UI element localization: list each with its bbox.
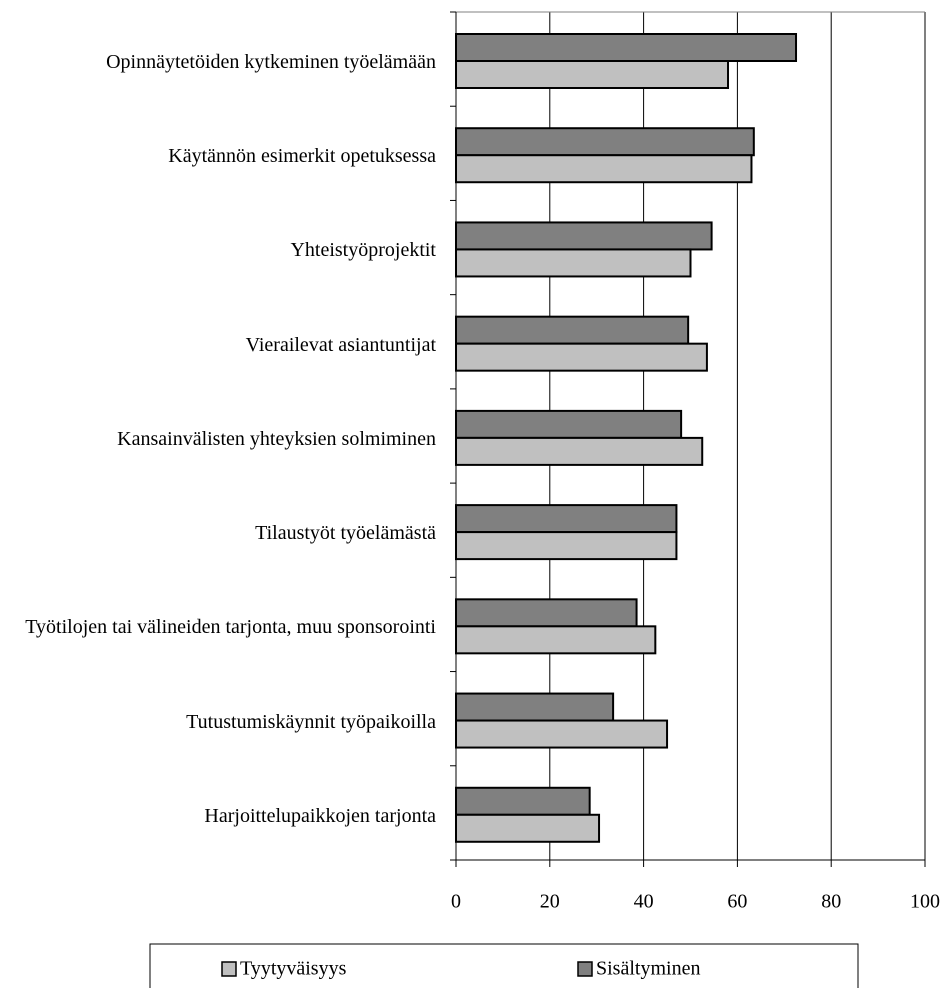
- y-tick-label: Harjoittelupaikkojen tarjonta: [0, 803, 436, 829]
- bar: [455, 719, 669, 749]
- y-tick-label: Tutustumiskäynnit työpaikoilla: [0, 709, 436, 735]
- legend-label: Tyytyväisyys: [240, 958, 347, 980]
- legend-swatch: [221, 961, 237, 977]
- category-text: Käytännön esimerkit opetuksessa: [168, 145, 436, 168]
- bar: [455, 436, 704, 466]
- bar: [455, 598, 638, 628]
- x-tick-label: 0: [451, 891, 461, 913]
- x-tick-label: 60: [727, 891, 747, 913]
- legend-label: Sisältyminen: [596, 958, 700, 980]
- x-tick-label: 100: [910, 891, 940, 913]
- bar: [455, 342, 708, 372]
- y-tick-label: Yhteistyöprojektit: [0, 237, 436, 263]
- category-text: Työtilojen tai välineiden tarjonta, muu …: [25, 616, 436, 639]
- bar: [455, 786, 591, 816]
- bar: [455, 504, 678, 534]
- y-tick-label: Työtilojen tai välineiden tarjonta, muu …: [0, 614, 436, 640]
- y-tick-label: Opinnäytetöiden kytkeminen työelämään: [0, 49, 436, 75]
- bar: [455, 625, 657, 655]
- bar: [455, 33, 798, 62]
- bar: [455, 813, 601, 843]
- bar: [455, 248, 692, 278]
- legend-box: [149, 943, 859, 988]
- bar: [455, 531, 678, 561]
- y-tick-label: Vierailevat asiantuntijat: [0, 332, 436, 358]
- x-tick-label: 80: [821, 891, 841, 913]
- y-tick-label: Kansainvälisten yhteyksien solmiminen: [0, 426, 436, 452]
- category-text: Yhteistyöprojektit: [290, 239, 436, 262]
- category-text: Tutustumiskäynnit työpaikoilla: [186, 710, 436, 733]
- category-text: Vierailevat asiantuntijat: [245, 333, 436, 356]
- bar: [455, 60, 730, 89]
- legend-swatch: [577, 961, 593, 977]
- y-tick-label: Käytännön esimerkit opetuksessa: [0, 143, 436, 169]
- bar: [455, 127, 755, 157]
- category-text: Tilaustyöt työelämästä: [255, 522, 436, 545]
- bar: [455, 692, 615, 722]
- x-tick-label: 40: [634, 891, 654, 913]
- category-text: Kansainvälisten yhteyksien solmiminen: [117, 427, 436, 450]
- category-text: Harjoittelupaikkojen tarjonta: [204, 804, 436, 827]
- y-tick-label: Tilaustyöt työelämästä: [0, 520, 436, 546]
- bar: [455, 315, 690, 345]
- bar: [455, 221, 713, 251]
- x-tick-label: 20: [540, 891, 560, 913]
- bar: [455, 409, 683, 439]
- bar: [455, 154, 753, 184]
- category-text: Opinnäytetöiden kytkeminen työelämään: [106, 51, 436, 73]
